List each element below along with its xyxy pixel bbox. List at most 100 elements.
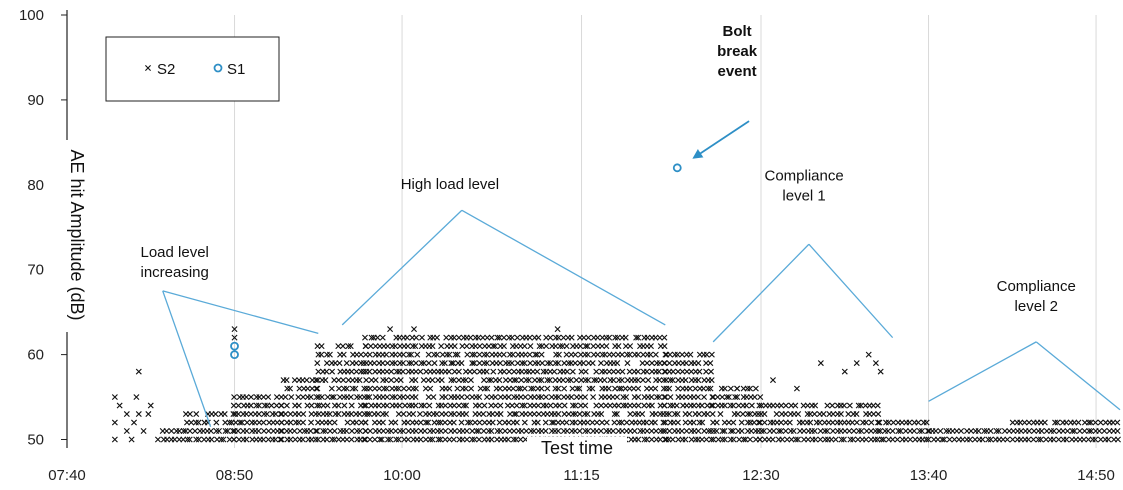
data-point-S2 [388, 368, 395, 375]
data-point-S2 [555, 360, 562, 367]
data-point-S2 [573, 377, 580, 384]
data-point-S2 [455, 368, 462, 375]
data-point-S2 [675, 368, 682, 375]
data-point-S2 [445, 368, 452, 375]
data-point-S2 [561, 360, 568, 367]
data-point-S2 [304, 385, 311, 392]
data-point-S2 [829, 402, 836, 409]
data-point-S2 [778, 428, 785, 435]
data-point-S2 [643, 436, 650, 443]
data-point-S2 [694, 394, 701, 401]
annotation-high-load: High load level [341, 176, 666, 326]
data-point-S2 [1064, 428, 1071, 435]
data-point-S2 [379, 419, 386, 426]
data-point-S2 [392, 394, 399, 401]
data-point-S2 [278, 436, 285, 443]
data-point-S2 [308, 419, 315, 426]
data-point-S2 [443, 351, 450, 358]
data-point-S2 [597, 428, 604, 435]
data-point-S2 [605, 385, 612, 392]
data-point-S2 [313, 385, 320, 392]
data-point-S2 [779, 436, 786, 443]
data-point-S2 [513, 402, 520, 409]
data-point-S2 [405, 436, 412, 443]
data-point-S2 [850, 428, 857, 435]
data-point-S2 [421, 402, 428, 409]
data-point-S2 [522, 394, 529, 401]
data-point-S2 [505, 419, 512, 426]
data-point-S2 [1004, 436, 1011, 443]
data-point-S2 [472, 419, 479, 426]
data-point-S2 [584, 419, 591, 426]
data-point-S2 [384, 436, 391, 443]
data-point-S2 [656, 334, 663, 341]
data-point-S2 [740, 436, 747, 443]
data-point-S2 [412, 385, 419, 392]
data-point-S2 [402, 402, 409, 409]
data-point-S2 [363, 377, 370, 384]
data-point-S2 [593, 419, 600, 426]
data-point-S2 [853, 419, 860, 426]
data-point-S2 [368, 334, 375, 341]
data-point-S2 [576, 411, 583, 418]
data-point-S2 [420, 377, 427, 384]
data-point-S2 [387, 326, 394, 333]
data-point-S2 [865, 351, 872, 358]
data-point-S2 [471, 351, 478, 358]
data-point-S2 [224, 428, 231, 435]
data-point-S2 [714, 394, 721, 401]
data-point-S2 [283, 402, 290, 409]
data-point-S2 [657, 428, 664, 435]
data-point-S2 [599, 343, 606, 350]
data-point-S2 [387, 436, 394, 443]
data-point-S2 [644, 428, 651, 435]
data-point-S2 [601, 368, 608, 375]
data-point-S2 [502, 377, 509, 384]
data-point-S2 [544, 385, 551, 392]
data-point-S2 [647, 343, 654, 350]
data-point-S2 [666, 385, 673, 392]
data-point-S2 [589, 419, 596, 426]
data-point-S2 [761, 428, 767, 435]
data-point-S2 [1035, 436, 1042, 443]
data-point-S2 [832, 436, 839, 443]
data-point-S2 [589, 360, 596, 367]
data-point-S2 [584, 351, 591, 358]
data-point-S2 [652, 385, 659, 392]
data-point-S2 [303, 377, 310, 384]
data-point-S2 [858, 402, 865, 409]
data-point-S2 [594, 351, 601, 358]
annotation-text: High load level [401, 176, 499, 193]
data-point-S2 [213, 428, 220, 435]
legend-box [105, 36, 280, 102]
data-point-S2 [542, 419, 549, 426]
data-point-S2 [502, 428, 509, 435]
data-point-S2 [577, 394, 584, 401]
data-point-S2 [547, 334, 554, 341]
data-point-S2 [584, 411, 591, 418]
data-point-S2 [572, 419, 579, 426]
data-point-S2 [805, 436, 812, 443]
data-point-S2 [380, 428, 387, 435]
data-point-S2 [1088, 428, 1095, 435]
data-point-S2 [513, 343, 520, 350]
data-point-S2 [572, 351, 579, 358]
data-point-S2 [459, 343, 466, 350]
data-point-S2 [466, 368, 473, 375]
data-point-S2 [855, 428, 862, 435]
data-point-S2 [497, 411, 504, 418]
data-point-S2 [412, 343, 419, 350]
data-point-S2 [875, 411, 882, 418]
data-point-S2 [1038, 428, 1045, 435]
data-point-S2 [277, 428, 284, 435]
data-point-S2 [292, 419, 299, 426]
data-point-S2 [314, 360, 321, 367]
data-point-S2 [413, 428, 419, 435]
data-point-S2 [1050, 436, 1057, 443]
data-point-S2 [330, 394, 337, 401]
data-point-S2 [417, 411, 423, 418]
data-point-S2 [660, 377, 667, 384]
data-point-S2 [875, 428, 882, 435]
data-point-S2 [300, 394, 307, 401]
data-point-S2 [383, 351, 390, 358]
